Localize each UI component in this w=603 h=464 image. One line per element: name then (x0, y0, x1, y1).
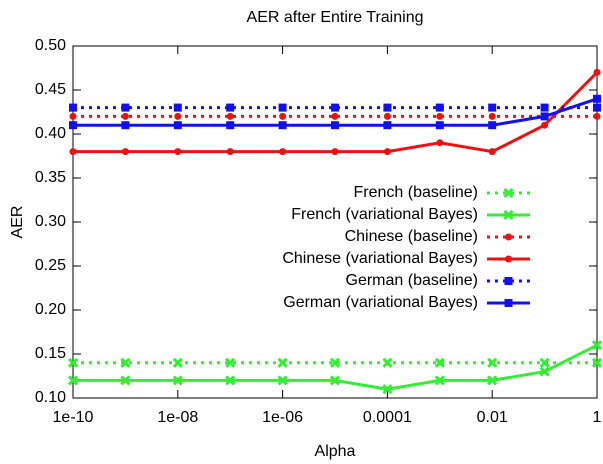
data-point (69, 121, 77, 130)
y-tick-label: 0.25 (35, 257, 66, 274)
x-tick-label: 1 (593, 409, 602, 426)
y-tick-label: 0.30 (35, 213, 66, 230)
legend-marker (503, 209, 514, 221)
data-point (279, 148, 287, 156)
legend-label: French (variational Bayes) (291, 206, 478, 223)
data-point (121, 112, 129, 120)
data-point (173, 121, 182, 130)
data-point (331, 103, 339, 112)
data-point (539, 366, 550, 377)
data-point (120, 357, 131, 368)
data-point (225, 375, 236, 386)
data-point (593, 112, 601, 120)
legend-label: Chinese (baseline) (345, 228, 478, 245)
data-point (487, 357, 498, 368)
data-point (173, 103, 182, 112)
data-point (278, 121, 287, 130)
data-point (225, 357, 236, 368)
data-point (278, 103, 287, 112)
data-point (593, 68, 601, 76)
y-tick-label: 0.50 (35, 37, 66, 54)
data-point (121, 103, 130, 112)
data-point (172, 375, 183, 386)
data-point (593, 94, 601, 103)
y-tick-label: 0.15 (35, 345, 66, 362)
y-tick-label: 0.45 (35, 81, 66, 98)
data-point (226, 148, 234, 156)
y-axis-label: AER (9, 206, 26, 239)
data-point (591, 357, 603, 368)
data-point (121, 121, 130, 130)
data-point (540, 112, 549, 121)
legend-marker (504, 299, 513, 307)
data-point (331, 148, 339, 156)
data-point (172, 357, 183, 368)
y-tick-label: 0.40 (35, 125, 66, 142)
data-point (539, 357, 550, 368)
legend-label: French (baseline) (354, 184, 479, 201)
data-point (174, 112, 182, 120)
data-point (383, 148, 391, 156)
data-point (434, 357, 445, 368)
data-point (226, 112, 234, 120)
data-point (435, 121, 444, 130)
data-point (488, 103, 497, 112)
legend-marker (505, 255, 512, 263)
x-tick-label: 0.01 (477, 409, 508, 426)
y-tick-label: 0.20 (35, 301, 66, 318)
data-point (436, 112, 444, 120)
data-point (488, 112, 496, 120)
series-line (73, 343, 598, 391)
data-point (383, 103, 392, 112)
data-point (226, 103, 235, 112)
data-point (329, 375, 341, 386)
plot-frame (72, 45, 598, 399)
data-point (488, 148, 496, 156)
legend-marker (505, 233, 512, 241)
chart-title: AER after Entire Training (247, 9, 424, 26)
x-tick-label: 0.0001 (363, 409, 412, 426)
data-point (382, 384, 393, 395)
x-tick-label: 1e-08 (157, 409, 198, 426)
data-point (277, 357, 288, 368)
data-point (540, 103, 549, 112)
data-point (434, 375, 445, 386)
data-point (69, 148, 77, 156)
x-tick-label: 1e-06 (262, 409, 303, 426)
legend-label: Chinese (variational Bayes) (282, 250, 478, 267)
data-point (174, 148, 182, 156)
data-point (329, 357, 341, 368)
data-point (226, 121, 235, 130)
data-point (279, 112, 287, 120)
data-point (331, 121, 339, 130)
data-point (69, 112, 77, 120)
data-point (593, 103, 601, 112)
data-point (69, 103, 77, 112)
x-tick-label: 1e-10 (53, 409, 94, 426)
data-point (541, 121, 549, 129)
x-axis-label: Alpha (315, 443, 356, 460)
data-point (488, 121, 497, 130)
data-point (383, 121, 392, 130)
series-line (73, 71, 599, 154)
data-point (121, 148, 129, 156)
legend-label: German (variational Bayes) (283, 294, 478, 311)
data-point (435, 103, 444, 112)
legend-marker (503, 187, 514, 199)
legend-label: German (baseline) (346, 272, 479, 289)
y-tick-label: 0.10 (35, 389, 66, 406)
data-point (67, 357, 79, 368)
data-point (382, 357, 393, 368)
data-point (436, 139, 444, 147)
data-point (383, 112, 391, 120)
data-point (67, 375, 79, 386)
data-point (120, 375, 131, 386)
data-point (277, 375, 288, 386)
data-point (331, 112, 339, 120)
data-point (487, 375, 498, 386)
legend-marker (504, 277, 513, 285)
y-tick-label: 0.35 (35, 169, 66, 186)
data-point (591, 340, 603, 351)
